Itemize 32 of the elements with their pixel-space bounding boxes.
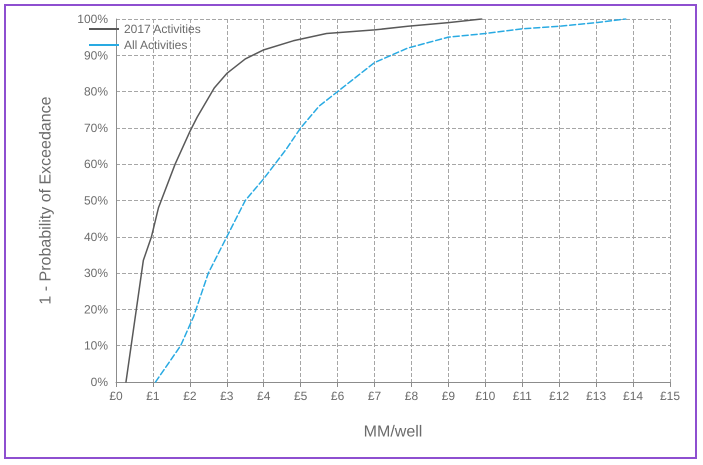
legend-label: 2017 Activities xyxy=(124,22,201,36)
y-tick-label: 90% xyxy=(84,48,108,62)
y-tick-label: 60% xyxy=(84,157,108,172)
y-tick-label: 30% xyxy=(84,266,108,280)
y-tick-label: 100% xyxy=(77,12,108,26)
x-tick-label: £13 xyxy=(586,389,606,403)
x-tick-label: £9 xyxy=(442,389,456,403)
y-tick-label: 40% xyxy=(84,230,108,244)
y-tick-label: 0% xyxy=(90,375,108,389)
x-tick-label: £2 xyxy=(183,389,197,403)
y-tick-label: 70% xyxy=(84,120,108,135)
x-tick-label: £10 xyxy=(475,389,496,403)
line-series xyxy=(125,18,482,383)
y-tick-label: 10% xyxy=(84,338,108,353)
x-tick-label: £4 xyxy=(257,389,271,403)
y-tick-label: 80% xyxy=(84,84,108,99)
x-tick-label: £14 xyxy=(623,389,644,403)
x-tick-label: £6 xyxy=(330,389,345,403)
x-tick-label: £7 xyxy=(368,389,382,403)
y-tick-label: 20% xyxy=(84,302,108,316)
y-tick-label: 50% xyxy=(84,194,108,208)
x-tick-label: £5 xyxy=(294,389,308,403)
x-tick-label: £3 xyxy=(220,389,234,403)
x-tick-label: £15 xyxy=(660,389,680,403)
x-tick-label: £1 xyxy=(146,389,160,403)
x-tick-label: £12 xyxy=(549,389,570,403)
y-axis-title: 1 - Probability of Exceedance xyxy=(38,96,54,305)
x-tick-label: £11 xyxy=(512,389,532,403)
legend-label: All Activities xyxy=(124,38,188,52)
x-axis-title: MM/well xyxy=(364,424,422,440)
x-tick-label: £0 xyxy=(109,389,123,403)
x-tick-label: £8 xyxy=(404,389,418,403)
